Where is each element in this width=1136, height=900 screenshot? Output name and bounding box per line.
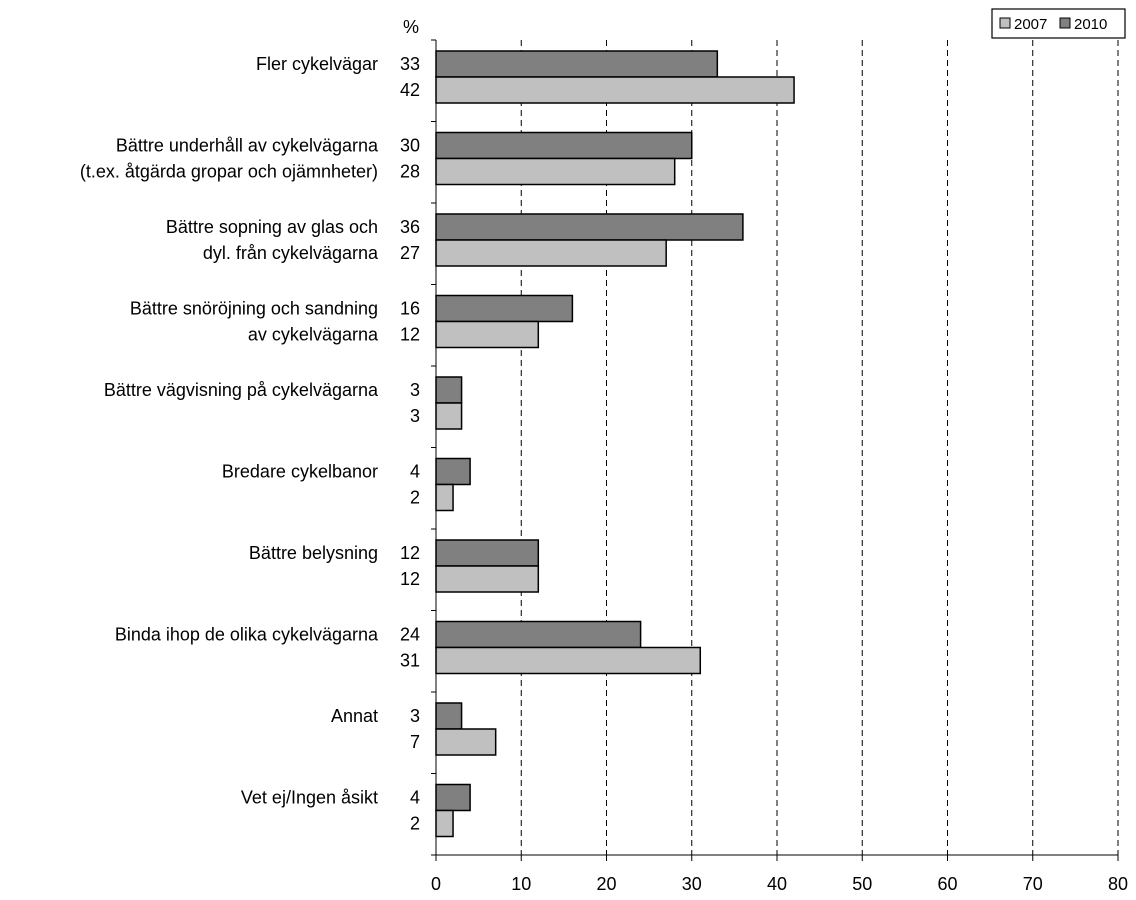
- bar-2007: [435, 320, 540, 349]
- bar-2010: [435, 376, 463, 404]
- category-label: Binda ihop de olika cykelvägarna: [115, 625, 379, 645]
- category-label: Bättre snöröjning och sandning: [130, 299, 378, 319]
- category-label: (t.ex. åtgärda gropar och ojämnheter): [80, 162, 378, 182]
- value-label-2007: 27: [400, 243, 420, 263]
- bar-2007: [435, 239, 667, 267]
- value-label-2007: 12: [400, 569, 420, 589]
- x-tick-label: 80: [1108, 874, 1128, 894]
- bar-2010: [435, 50, 719, 78]
- value-label-2010: 30: [400, 136, 420, 156]
- bar-2010: [435, 539, 540, 567]
- legend-label-2007: 2007: [1014, 16, 1047, 33]
- category-label: av cykelvägarna: [248, 325, 379, 345]
- bar-2007: [435, 728, 497, 756]
- x-tick-label: 10: [511, 874, 531, 894]
- bar-2007: [435, 809, 454, 838]
- bar-2007: [435, 565, 540, 593]
- category-label: Bättre vägvisning på cykelvägarna: [104, 380, 379, 400]
- value-label-2010: 3: [410, 706, 420, 726]
- value-label-2010: 33: [400, 54, 420, 74]
- value-label-2007: 42: [400, 80, 420, 100]
- value-label-2010: 4: [410, 788, 420, 808]
- bar-2007: [435, 402, 463, 430]
- value-label-2010: 24: [400, 625, 420, 645]
- x-tick-labels: 0 10 20 30 40 50 60 70 80: [431, 874, 1128, 894]
- value-label-2007: 31: [400, 651, 420, 671]
- unit-label: %: [403, 17, 419, 37]
- category-labels: Fler cykelvägar Bättre underhåll av cykel…: [80, 54, 379, 808]
- bars: [435, 50, 795, 838]
- category-label: Bättre underhåll av cykelvägarna: [116, 136, 379, 156]
- value-label-2010: 3: [410, 380, 420, 400]
- bar-2010: [435, 213, 744, 241]
- value-label-2007: 7: [410, 732, 420, 752]
- bar-2007: [435, 646, 702, 675]
- bar-2007: [435, 157, 676, 186]
- x-tick-label: 0: [431, 874, 441, 894]
- category-label: dyl. från cykelvägarna: [203, 243, 379, 263]
- x-tick-label: 40: [767, 874, 787, 894]
- bar-2010: [435, 457, 471, 486]
- value-label-2010: 12: [400, 543, 420, 563]
- bar-2010: [435, 131, 693, 160]
- legend-swatch-2007: [999, 17, 1011, 29]
- value-label-2007: 3: [410, 406, 420, 426]
- category-label: Fler cykelvägar: [256, 54, 378, 74]
- legend-label-2010: 2010: [1074, 16, 1107, 33]
- axes: [431, 39, 1119, 861]
- bar-2010: [435, 294, 574, 323]
- value-label-2007: 12: [400, 325, 420, 345]
- x-tick-label: 20: [596, 874, 616, 894]
- x-tick-label: 60: [937, 874, 957, 894]
- value-label-2007: 2: [410, 814, 420, 834]
- legend: 2007 2010: [991, 8, 1126, 39]
- category-label: Bättre belysning: [249, 543, 378, 563]
- category-label: Bredare cykelbanor: [222, 462, 378, 482]
- bar-2010: [435, 702, 463, 730]
- value-label-2010: 36: [400, 217, 420, 237]
- bar-2010: [435, 783, 471, 812]
- legend-swatch-2010: [1059, 17, 1071, 29]
- x-tick-label: 30: [682, 874, 702, 894]
- value-label-2010: 4: [410, 462, 420, 482]
- value-label-2007: 2: [410, 488, 420, 508]
- x-tick-label: 50: [852, 874, 872, 894]
- category-label: Annat: [331, 706, 378, 726]
- category-label: Bättre sopning av glas och: [166, 217, 378, 237]
- bar-2010: [435, 620, 642, 649]
- x-tick-label: 70: [1023, 874, 1043, 894]
- legend-box: [991, 8, 1126, 39]
- bar-2007: [435, 483, 454, 512]
- category-label: Vet ej/Ingen åsikt: [241, 788, 378, 808]
- bar-2007: [435, 76, 795, 104]
- value-label-2007: 28: [400, 162, 420, 182]
- value-label-2010: 16: [400, 299, 420, 319]
